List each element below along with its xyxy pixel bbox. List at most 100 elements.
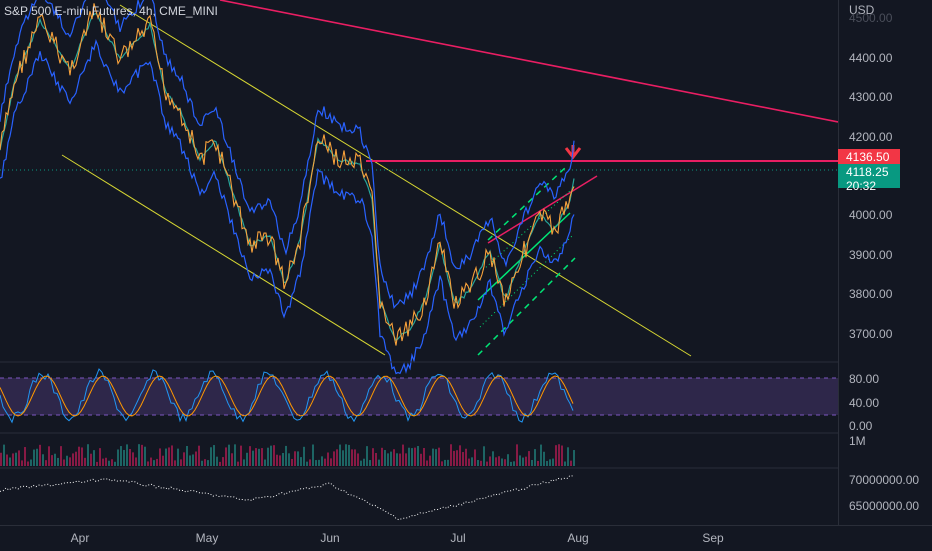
- volume-bar: [489, 456, 491, 466]
- volume-bar: [333, 451, 335, 466]
- long-downtrend-line[interactable]: [219, 0, 838, 123]
- volume-bars: [0, 444, 575, 466]
- volume-bar: [537, 460, 539, 466]
- volume-bar: [66, 455, 68, 466]
- volume-bar: [3, 444, 5, 466]
- volume-bar: [519, 455, 521, 466]
- price-tick: 4200.00: [849, 130, 893, 144]
- volume-bar: [336, 449, 338, 466]
- volume-bar: [207, 460, 209, 466]
- price-tick: 4300.00: [849, 90, 893, 104]
- volume-bar: [48, 446, 50, 466]
- price-axis[interactable]: USD 4500.00 4400.00 4300.00 4200.00 4000…: [838, 0, 932, 525]
- stoch-k-line: [0, 368, 574, 424]
- volume-bar: [249, 446, 251, 466]
- time-axis[interactable]: [0, 525, 932, 551]
- volume-bar: [144, 446, 146, 466]
- volume-bar: [450, 444, 452, 466]
- volume-bar: [246, 452, 248, 466]
- stoch-tick: 0.00: [849, 419, 873, 433]
- volume-bar: [447, 459, 449, 466]
- volume-bar: [294, 451, 296, 466]
- volume-bar: [156, 458, 158, 466]
- volume-bar: [381, 447, 383, 466]
- volume-bar: [318, 459, 320, 466]
- volume-bar: [303, 446, 305, 466]
- bollinger-lower: [0, 38, 575, 375]
- volume-bar: [429, 455, 431, 466]
- chart-canvas[interactable]: [0, 0, 838, 525]
- time-tick: Sep: [702, 531, 724, 545]
- channel-lower-line[interactable]: [61, 154, 386, 356]
- volume-bar: [54, 453, 56, 466]
- price-tick: 4400.00: [849, 51, 893, 65]
- volume-bar: [81, 447, 83, 466]
- price-tick: 3900.00: [849, 248, 893, 262]
- resistance-price-tag: 4136.50: [838, 149, 900, 165]
- price-tick: 4500.00: [849, 11, 893, 25]
- volume-bar: [114, 461, 116, 466]
- volume-bar: [192, 454, 194, 466]
- volume-bar: [270, 445, 272, 466]
- volume-bar: [396, 453, 398, 466]
- volume-bar: [51, 455, 53, 466]
- stoch-d-line: [0, 375, 574, 417]
- green-channel-lower[interactable]: [477, 257, 576, 356]
- volume-bar: [96, 461, 98, 466]
- stoch-tick: 80.00: [849, 372, 880, 386]
- price-series: [0, 3, 575, 346]
- volume-bar: [471, 457, 473, 466]
- volume-bar: [312, 444, 314, 466]
- volume-bar: [42, 454, 44, 466]
- volume-bar: [210, 447, 212, 466]
- volume-bar: [315, 460, 317, 466]
- volume-bar: [45, 460, 47, 466]
- volume-bar: [306, 461, 308, 466]
- volume-bar: [465, 448, 467, 466]
- volume-bar: [456, 450, 458, 466]
- volume-bar: [354, 449, 356, 466]
- volume-bar: [93, 450, 95, 466]
- volume-bar: [189, 455, 191, 466]
- green-channel-upper[interactable]: [487, 166, 567, 241]
- volume-bar: [510, 461, 512, 466]
- volume-bar: [72, 453, 74, 466]
- volume-bar: [117, 449, 119, 466]
- volume-bar: [162, 455, 164, 466]
- rising-resistance-line[interactable]: [487, 175, 598, 244]
- volume-bar: [516, 444, 518, 466]
- volume-bar: [321, 456, 323, 466]
- volume-bar: [177, 448, 179, 466]
- volume-bar: [561, 445, 563, 466]
- volume-bar: [339, 444, 341, 466]
- volume-bar: [129, 449, 131, 466]
- volume-bar: [0, 452, 2, 466]
- volume-bar: [405, 453, 407, 466]
- volume-bar: [99, 448, 101, 466]
- volume-bar: [141, 444, 143, 466]
- volume-bar: [504, 459, 506, 466]
- volume-bar: [411, 448, 413, 466]
- volume-bar: [444, 459, 446, 466]
- price-tick: 3800.00: [849, 287, 893, 301]
- volume-bar: [330, 458, 332, 466]
- volume-bar: [57, 457, 59, 466]
- volume-bar: [168, 447, 170, 466]
- volume-bar: [33, 449, 35, 466]
- chart-title[interactable]: S&P 500 E-mini Futures, 4h, CME_MINI: [4, 4, 218, 18]
- volume-bar: [78, 446, 80, 466]
- bollinger-upper: [0, 0, 575, 309]
- price-tick: 3700.00: [849, 327, 893, 341]
- volume-bar: [393, 449, 395, 466]
- volume-bar: [378, 459, 380, 466]
- volume-bar: [219, 461, 221, 466]
- obv-tick: 65000000.00: [849, 499, 920, 513]
- volume-bar: [237, 461, 239, 466]
- volume-bar: [567, 447, 569, 466]
- time-tick: Apr: [70, 531, 90, 545]
- volume-bar: [348, 444, 350, 466]
- volume-bar: [27, 461, 29, 466]
- volume-bar: [84, 457, 86, 466]
- channel-upper-line[interactable]: [119, 4, 692, 357]
- volume-bar: [21, 460, 23, 466]
